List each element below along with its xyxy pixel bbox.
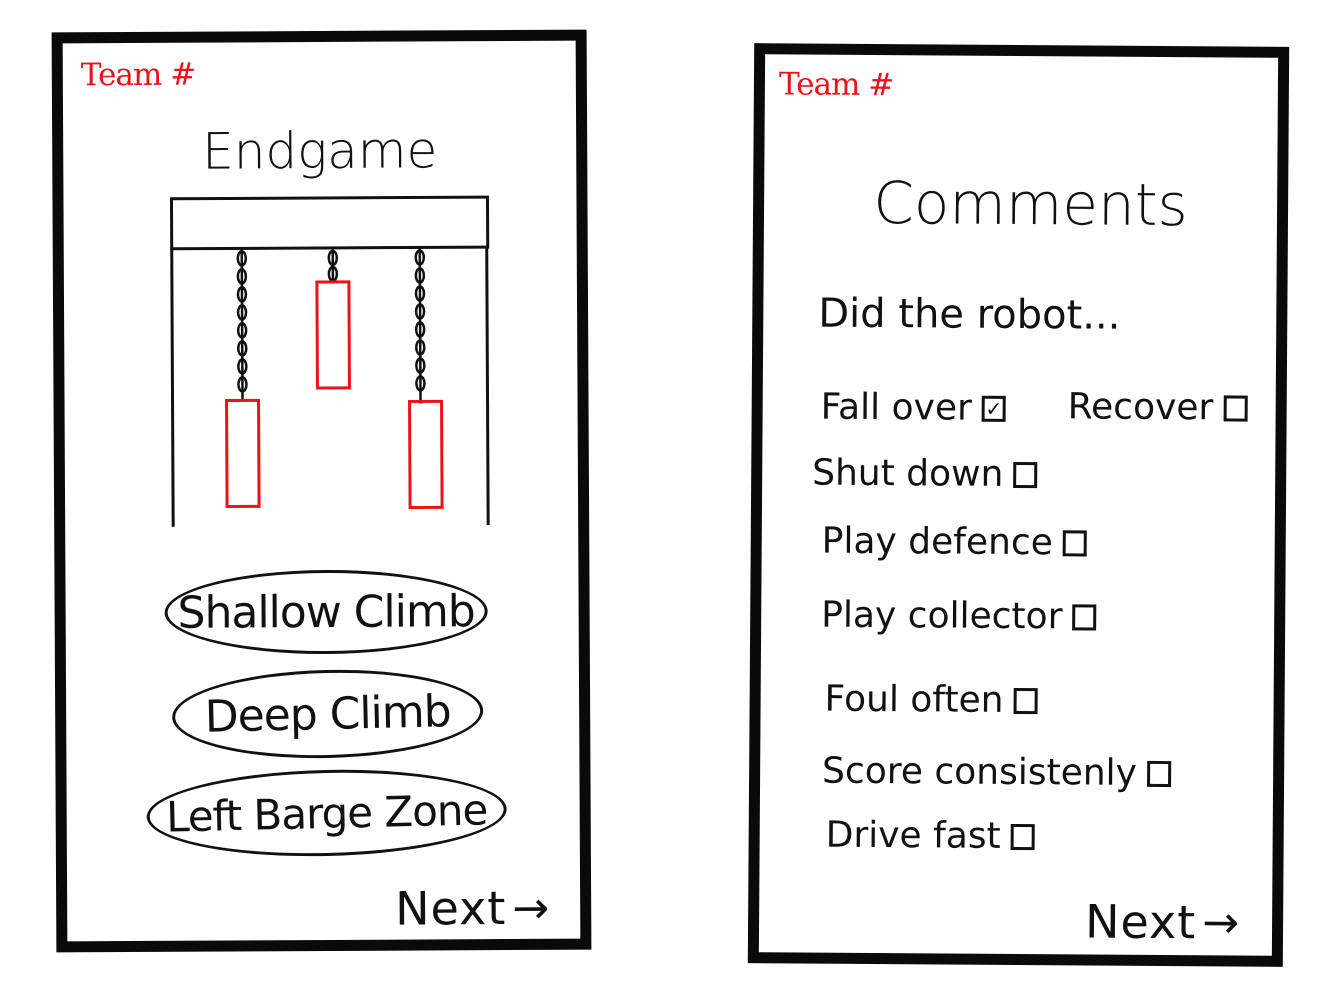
- next-button[interactable]: Next →: [1085, 894, 1240, 949]
- option-label: Play collector: [821, 594, 1063, 638]
- chain-icon: [327, 247, 339, 283]
- page-title: Comments: [873, 168, 1189, 240]
- option-label: Foul often: [824, 678, 1004, 721]
- cage-center-hanger[interactable]: [315, 280, 351, 390]
- option-play-defence[interactable]: Play defence: [822, 521, 1087, 564]
- arrow-right-icon: →: [1202, 896, 1241, 949]
- checkbox-icon[interactable]: [1010, 823, 1035, 850]
- cage-left-hanger[interactable]: [225, 398, 261, 509]
- option-label: Recover: [1067, 386, 1214, 429]
- checkbox-icon[interactable]: [1146, 760, 1172, 787]
- page-title: Endgame: [201, 121, 438, 181]
- team-number-label: Team #: [80, 56, 196, 94]
- next-label: Next: [1084, 894, 1197, 950]
- shallow-climb-button[interactable]: Shallow Climb: [164, 569, 488, 655]
- comments-screen: Team # Comments Did the robot... Fall ov…: [747, 43, 1290, 967]
- endgame-screen: Team # Endgame Shallow C: [51, 29, 592, 953]
- checkmark-icon: ✓: [985, 396, 1003, 421]
- option-play-collector[interactable]: Play collector: [821, 595, 1097, 638]
- option-label: Score consistenly: [821, 750, 1138, 794]
- cage-illustration: [169, 195, 490, 527]
- cage-right-hanger[interactable]: [408, 399, 444, 510]
- option-shut-down[interactable]: Shut down: [812, 452, 1038, 496]
- cage-left-post: [170, 248, 175, 527]
- option-label: Drive fast: [825, 814, 1001, 857]
- checkbox-icon[interactable]: ✓: [981, 395, 1006, 422]
- option-foul-often[interactable]: Foul often: [824, 678, 1038, 721]
- arrow-right-icon: →: [512, 882, 551, 934]
- deep-climb-button[interactable]: Deep Climb: [171, 666, 485, 762]
- option-score-consistently[interactable]: Score consistenly: [821, 750, 1172, 794]
- option-drive-fast[interactable]: Drive fast: [826, 815, 1035, 857]
- next-label: Next: [395, 881, 507, 936]
- option-label: Play defence: [821, 520, 1053, 564]
- checkbox-icon[interactable]: [1072, 603, 1097, 631]
- option-recover[interactable]: Recover: [1068, 386, 1248, 428]
- next-button[interactable]: Next →: [395, 881, 550, 936]
- option-label: Shut down: [812, 452, 1004, 495]
- checkbox-icon[interactable]: [1223, 394, 1248, 422]
- left-barge-zone-button[interactable]: Left Barge Zone: [145, 765, 508, 861]
- checkbox-icon[interactable]: [1013, 461, 1038, 488]
- checkbox-icon[interactable]: [1062, 529, 1087, 556]
- cage-right-post: [485, 247, 490, 526]
- chain-icon: [414, 247, 426, 404]
- checkbox-icon[interactable]: [1013, 687, 1038, 714]
- question-prompt: Did the robot...: [818, 290, 1121, 339]
- option-label: Fall over: [820, 386, 973, 429]
- option-fall-over[interactable]: Fall over ✓: [821, 387, 1006, 429]
- cage-beam: [169, 195, 490, 251]
- chain-icon: [236, 248, 248, 402]
- team-number-label: Team #: [778, 66, 894, 104]
